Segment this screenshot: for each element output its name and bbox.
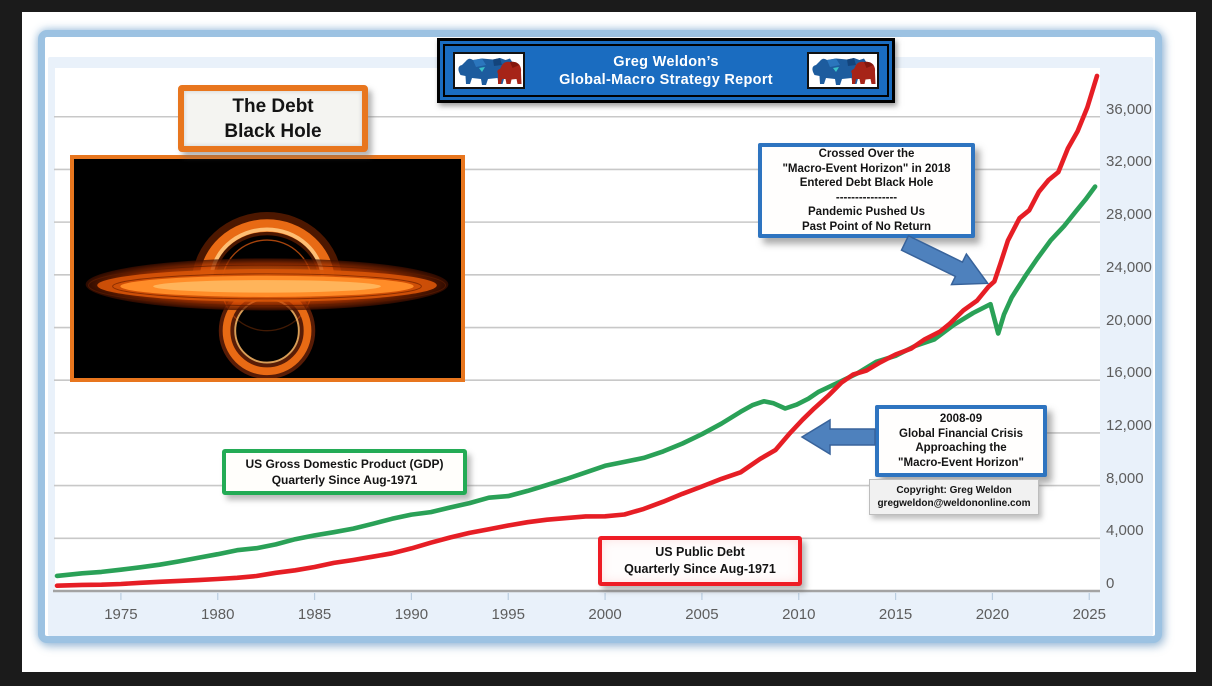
bull-bear-logo-right-icon <box>807 52 879 89</box>
x-tick-label: 2005 <box>685 606 719 623</box>
y-tick-label: 4,000 <box>1106 522 1144 540</box>
annotation-line: Past Point of No Return <box>801 220 932 233</box>
bear-icon <box>497 61 522 84</box>
bull-bear-logo-left-icon <box>453 52 525 89</box>
x-tick-label: 2025 <box>1072 606 1106 623</box>
annotation-line: Global Financial Crisis <box>899 427 1023 440</box>
annotation-crossed-over: Crossed Over the "Macro-Event Horizon" i… <box>758 143 975 238</box>
gdp-label-line1: US Gross Domestic Product (GDP) <box>245 457 444 471</box>
y-tick-label: 8,000 <box>1106 469 1144 487</box>
banner-title-line1: Greg Weldon’s <box>613 53 719 70</box>
title-line1: The Debt <box>232 95 314 117</box>
annotation-line: Entered Debt Black Hole <box>799 177 934 189</box>
x-tick-label: 2010 <box>782 606 816 623</box>
annotation-line: "Macro-Event Horizon" <box>898 456 1024 469</box>
debt-series-label: US Public Debt Quarterly Since Aug-1971 <box>598 536 802 586</box>
black-hole-accretion-disk-icon <box>76 159 459 378</box>
arrow-left-icon <box>800 418 876 456</box>
x-tick-label: 1975 <box>104 606 138 623</box>
debt-label-line2: Quarterly Since Aug-1971 <box>624 562 776 576</box>
y-tick-label: 16,000 <box>1106 364 1152 382</box>
x-tick-label: 1990 <box>394 606 429 623</box>
report-banner: Greg Weldon’s Global-Macro Strategy Repo… <box>437 38 895 103</box>
y-tick-label: 28,000 <box>1106 206 1152 224</box>
y-tick-label: 24,000 <box>1106 258 1152 276</box>
arrow-down-right-icon <box>900 234 990 286</box>
x-tick-label: 1985 <box>297 606 332 623</box>
annotation-divider: ---------------- <box>835 191 898 204</box>
y-tick-label: 32,000 <box>1106 153 1152 171</box>
copyright-email: gregweldon@weldononline.com <box>877 498 1031 509</box>
annotation-line: "Macro-Event Horizon" in 2018 <box>782 162 951 175</box>
y-tick-label: 0 <box>1106 575 1115 592</box>
x-tick-label: 2000 <box>588 606 622 623</box>
annotation-line: 2008-09 <box>939 413 983 425</box>
y-tick-label: 12,000 <box>1106 416 1152 434</box>
y-tick-label: 36,000 <box>1106 100 1152 118</box>
annotation-line: Pandemic Pushed Us <box>808 206 925 218</box>
banner-title-line2: Global-Macro Strategy Report <box>559 71 773 88</box>
copyright-box: Copyright: Greg Weldon gregweldon@weldon… <box>869 479 1039 515</box>
black-hole-image <box>70 155 465 382</box>
gdp-series-label: US Gross Domestic Product (GDP) Quarterl… <box>222 449 467 495</box>
report-banner-inner: Greg Weldon’s Global-Macro Strategy Repo… <box>443 44 889 97</box>
annotation-gfc: 2008-09 Global Financial Crisis Approach… <box>875 405 1047 477</box>
banner-title: Greg Weldon’s Global-Macro Strategy Repo… <box>525 53 807 89</box>
gdp-label-line2: Quarterly Since Aug-1971 <box>271 473 418 487</box>
annotation-line: Approaching the <box>915 442 1007 454</box>
x-tick-label: 1995 <box>491 606 525 623</box>
debt-label-line1: US Public Debt <box>655 545 745 559</box>
annotation-line: Crossed Over the <box>818 148 915 160</box>
x-tick-label: 2020 <box>975 606 1010 623</box>
y-tick-label: 20,000 <box>1106 311 1152 329</box>
x-tick-label: 2015 <box>878 606 913 623</box>
copyright-line1: Copyright: Greg Weldon <box>896 485 1012 496</box>
x-tick-label: 1980 <box>201 606 235 623</box>
title-line2: Black Hole <box>224 120 322 142</box>
title-box: The Debt Black Hole <box>178 85 368 152</box>
